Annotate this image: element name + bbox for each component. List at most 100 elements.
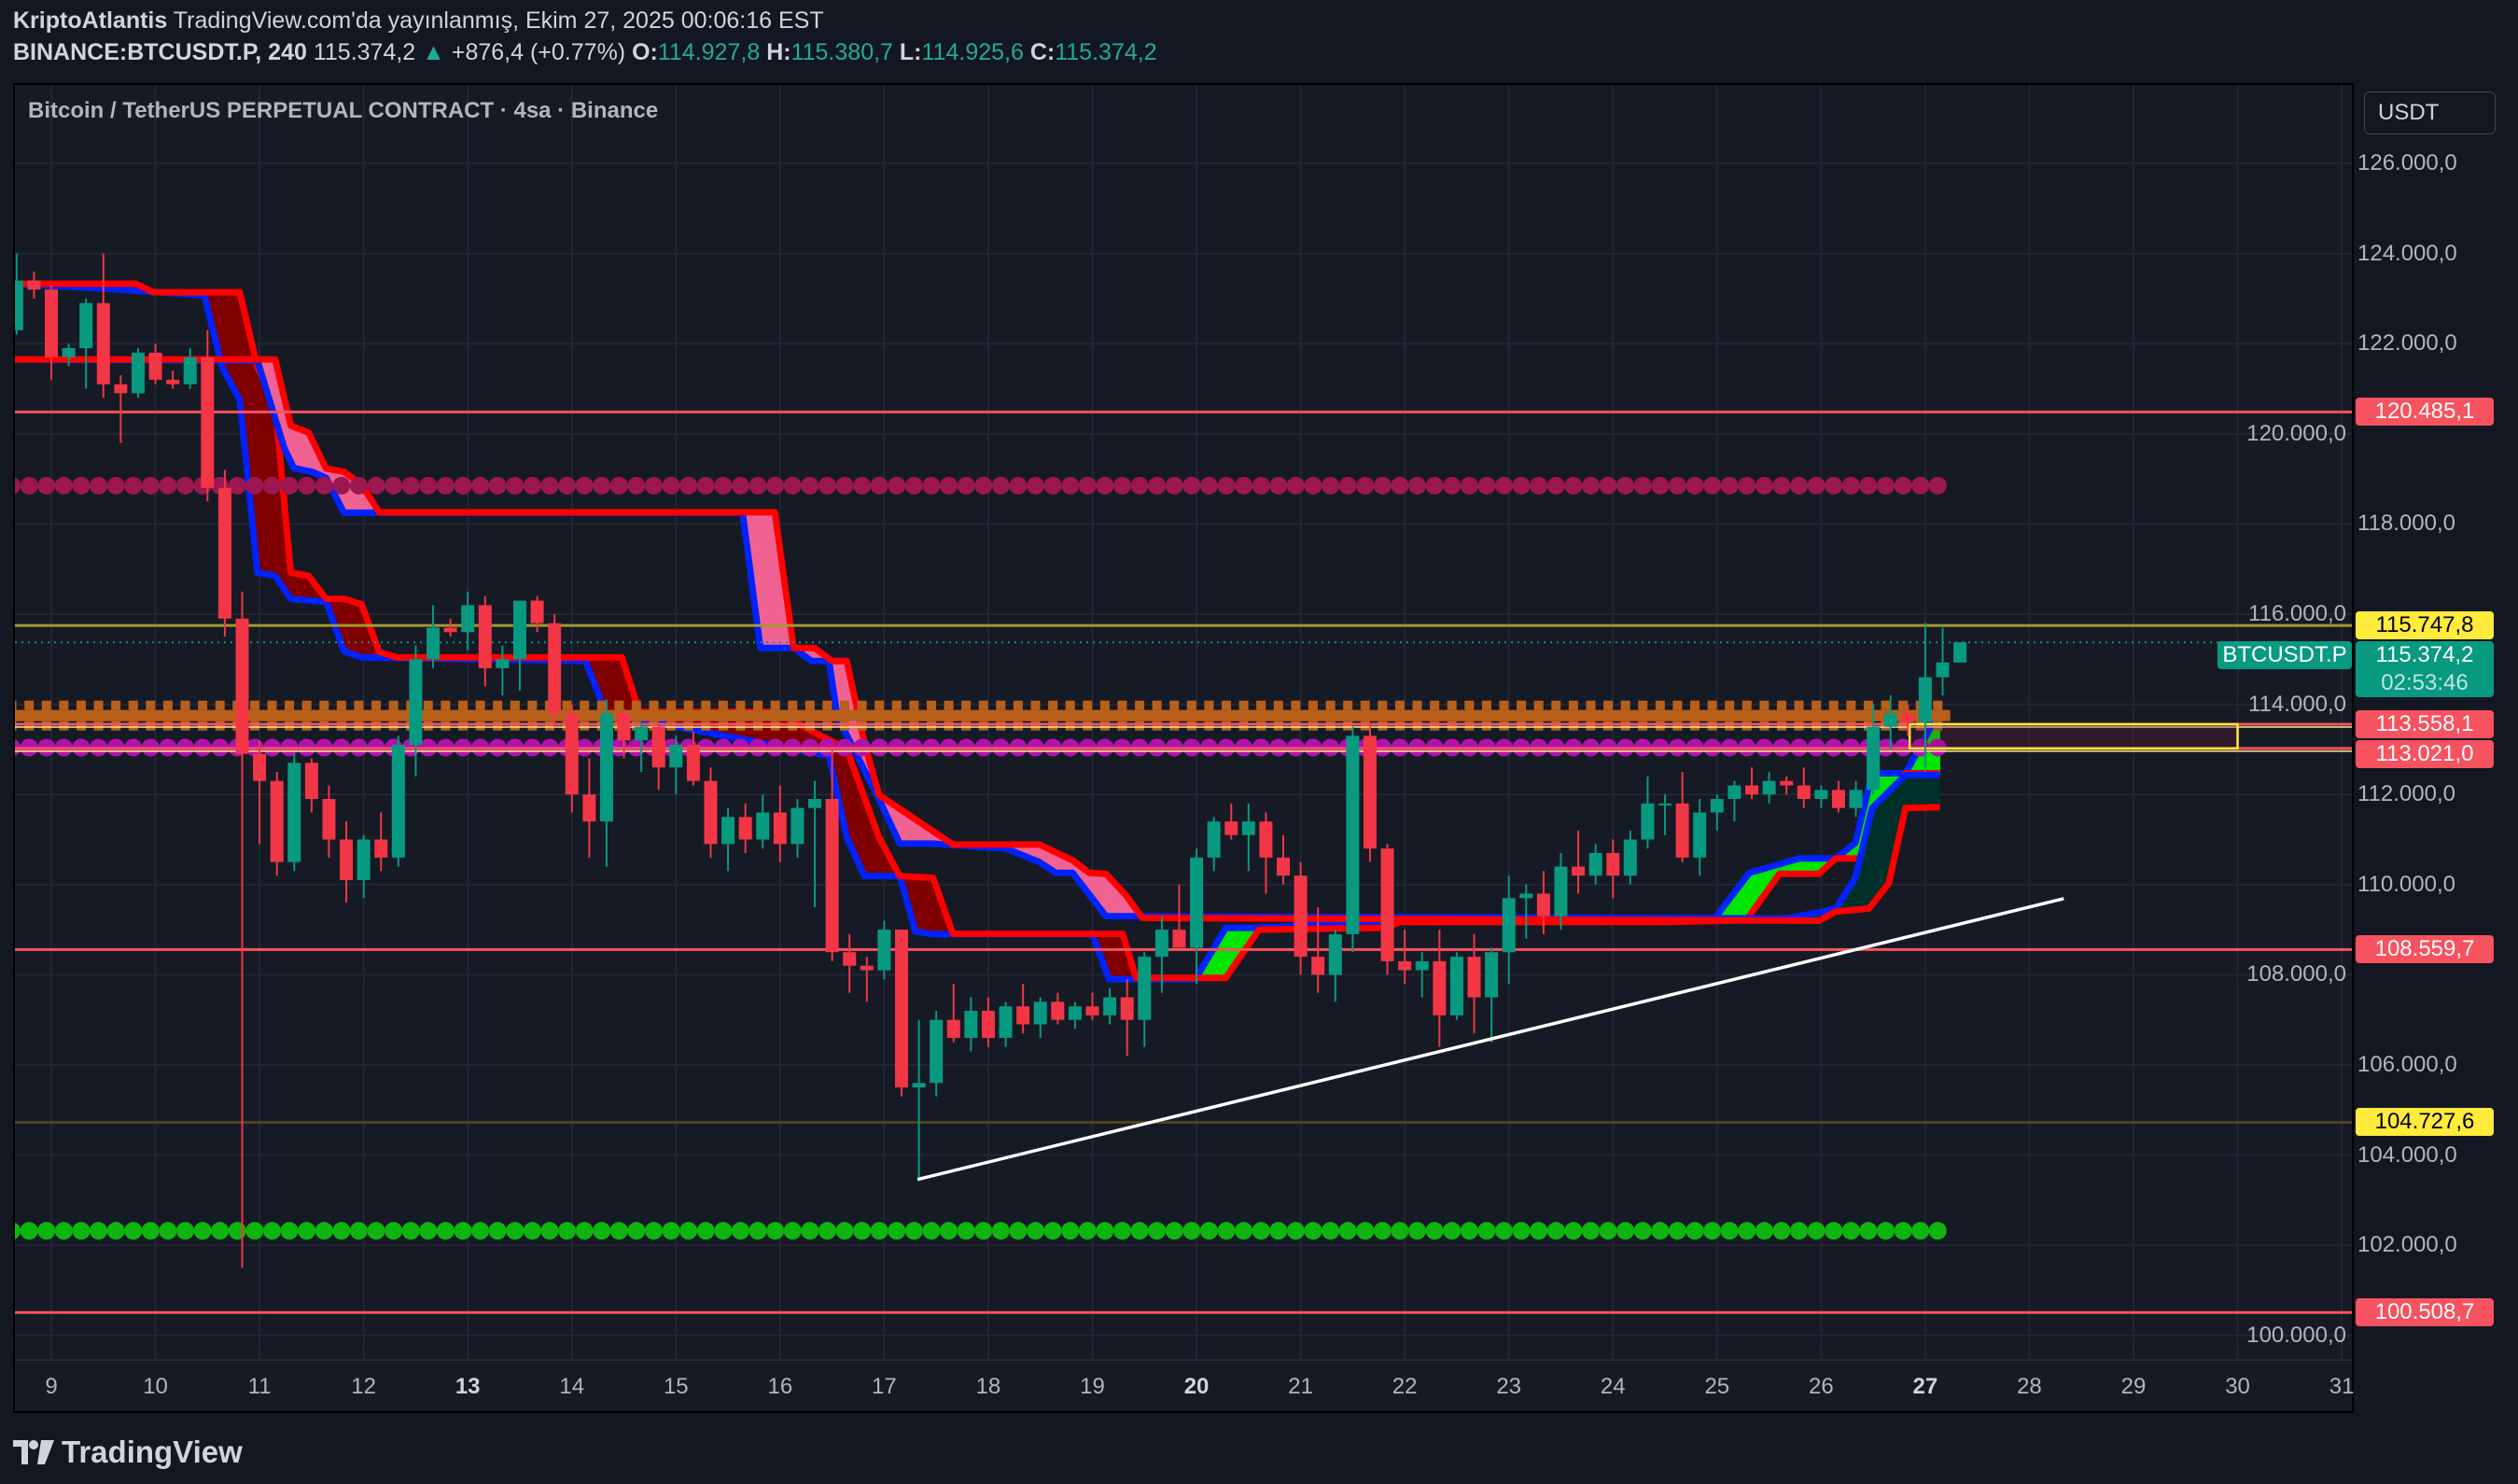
candle-body — [1762, 780, 1776, 795]
level-marker-square — [1099, 700, 1110, 710]
level-marker-square — [24, 721, 35, 731]
level-dot — [1686, 1222, 1704, 1240]
candle-body — [1641, 803, 1655, 840]
level-dot — [679, 476, 698, 495]
candle-body — [304, 763, 318, 800]
level-dot — [1009, 1222, 1028, 1240]
level-marker-square — [215, 721, 225, 731]
level-dot — [696, 476, 715, 495]
close-value: 115.374,2 — [1055, 39, 1157, 65]
level-marker-square — [1256, 700, 1266, 710]
level-marker-square — [1881, 700, 1891, 710]
level-marker-square — [1517, 721, 1527, 731]
candle-body — [1710, 799, 1724, 813]
level-price-tag: 115.747,8 — [2356, 611, 2494, 640]
time-tick-label: 26 — [1808, 1374, 1834, 1399]
time-tick-label: 21 — [1288, 1374, 1313, 1399]
time-tick-label: 31 — [2329, 1374, 2355, 1399]
level-dot — [1841, 476, 1860, 495]
candle-body — [1433, 960, 1447, 1015]
candle — [1797, 767, 1811, 808]
band-fill — [1929, 775, 1932, 808]
level-dot — [1286, 476, 1305, 495]
level-dot — [1112, 1222, 1131, 1240]
candle — [1241, 803, 1255, 872]
candle — [843, 933, 857, 993]
candle-body — [1380, 848, 1394, 961]
level-marker-square — [1343, 700, 1353, 710]
level-dot — [1772, 476, 1791, 495]
tradingview-logo[interactable]: TradingView — [13, 1435, 243, 1470]
level-dot — [888, 1222, 906, 1240]
brand-name: TradingView — [62, 1435, 243, 1469]
level-marker-square — [1533, 721, 1544, 731]
level-dot — [159, 1222, 177, 1240]
level-dot — [90, 1222, 108, 1240]
level-marker-square — [1846, 700, 1856, 710]
level-dot — [1599, 1222, 1617, 1240]
candle — [635, 721, 649, 773]
level-dot — [419, 476, 438, 495]
level-dot — [766, 1222, 785, 1240]
level-marker-square — [93, 721, 104, 731]
level-marker-square — [683, 721, 693, 731]
level-dot — [1130, 1222, 1149, 1240]
candle-body — [651, 726, 665, 768]
plot-area[interactable] — [3, 85, 2352, 1361]
author-name[interactable]: KriptoAtlantis — [13, 7, 168, 34]
level-dot — [922, 476, 941, 495]
level-dot — [1217, 1222, 1236, 1240]
level-marker-square — [1898, 700, 1909, 710]
level-dot — [1651, 1222, 1670, 1240]
level-marker-square — [909, 721, 919, 731]
level-marker-square — [666, 721, 677, 731]
level-dot — [1494, 1222, 1513, 1240]
level-marker-square — [1742, 700, 1752, 710]
level-marker-square — [1030, 700, 1041, 710]
candle — [860, 957, 874, 1002]
band-fill — [299, 573, 302, 600]
level-marker-square — [1794, 721, 1804, 731]
level-dot — [1738, 476, 1756, 495]
level-dot — [1807, 476, 1826, 495]
level-dot — [801, 476, 819, 495]
level-marker-square — [527, 721, 538, 731]
candle-body — [1051, 1001, 1065, 1020]
level-marker-square — [753, 700, 763, 710]
band-fill — [1885, 791, 1889, 889]
band-fill — [923, 876, 927, 934]
candle-body — [599, 713, 613, 822]
level-dot — [714, 1222, 733, 1240]
band-fill — [348, 474, 352, 513]
level-marker-square — [423, 700, 433, 710]
band-fill — [919, 876, 922, 933]
level-dot — [90, 476, 108, 495]
level-marker-square — [1776, 721, 1786, 731]
band-fill — [301, 574, 304, 601]
level-dot — [436, 1222, 455, 1240]
currency-button[interactable]: USDT — [2364, 91, 2496, 134]
level-marker-square — [1933, 721, 1943, 731]
level-dot — [1703, 476, 1722, 495]
level-dot — [1633, 476, 1652, 495]
band-fill — [1918, 775, 1922, 808]
level-dot — [523, 476, 541, 495]
candle — [1033, 997, 1047, 1039]
level-dot — [298, 476, 316, 495]
time-tick-label: 13 — [455, 1374, 481, 1399]
candle-body — [253, 753, 267, 781]
candle — [1744, 767, 1758, 800]
candle-body — [217, 487, 231, 619]
level-dot — [436, 476, 455, 495]
level-dot — [679, 1222, 698, 1240]
level-dot — [1165, 1222, 1183, 1240]
level-dot — [1460, 476, 1478, 495]
candle-body — [1241, 821, 1255, 835]
candle — [1606, 839, 1620, 899]
level-dot — [1790, 1222, 1809, 1240]
level-dot — [176, 1222, 195, 1240]
band-fill — [1879, 798, 1882, 897]
level-marker-square — [1586, 700, 1596, 710]
level-dot — [1148, 1222, 1167, 1240]
